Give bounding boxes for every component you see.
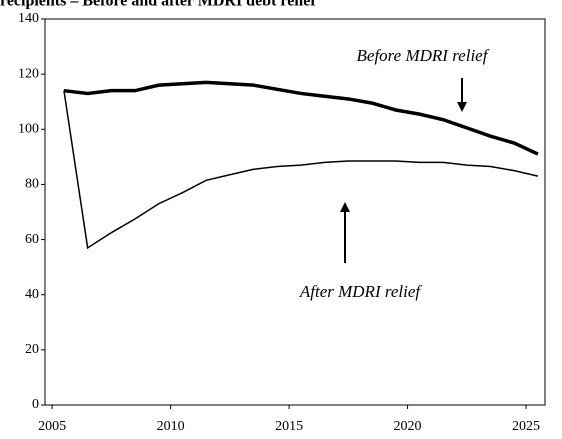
- x-tick-label: 2010: [157, 419, 185, 434]
- y-tick-label: 120: [18, 66, 39, 81]
- x-tick-label: 2015: [275, 419, 303, 434]
- y-tick-label: 140: [18, 11, 39, 26]
- x-tick-label: 2020: [394, 419, 422, 434]
- series-label: After MDRI relief: [299, 282, 422, 301]
- y-tick-label: 40: [25, 287, 39, 302]
- series-label: Before MDRI relief: [357, 46, 490, 65]
- series-line: [63, 90, 539, 250]
- y-tick-label: 0: [32, 397, 39, 412]
- y-tick-label: 60: [25, 232, 39, 247]
- x-tick-label: 2025: [512, 419, 540, 434]
- plot-frame: [44, 18, 546, 406]
- y-tick-label: 20: [25, 342, 39, 357]
- x-tick-label: 2005: [38, 419, 66, 434]
- series-line: [63, 80, 539, 156]
- chart-title: recipients – Before and after MDRI debt …: [0, 0, 316, 10]
- y-tick-label: 100: [18, 122, 39, 137]
- y-tick-label: 80: [25, 177, 39, 192]
- arrow-head: [457, 102, 467, 112]
- arrow-head: [340, 202, 350, 212]
